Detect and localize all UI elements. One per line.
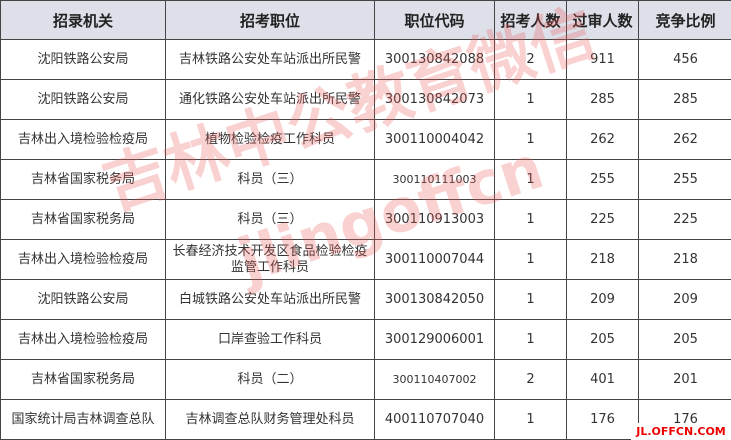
cell-position: 白城铁路公安处车站派出所民警 [165,279,375,320]
cell-quota: 1 [494,79,567,120]
cell-quota: 1 [494,159,567,200]
cell-agency: 国家统计局吉林调查总队 [0,399,166,440]
cell-position: 吉林调查总队财务管理处科员 [165,399,375,440]
cell-approved: 176 [566,399,639,440]
cell-code: 300130842050 [374,279,495,320]
cell-ratio: 255 [638,159,731,200]
cell-quota: 1 [494,239,567,280]
cell-agency: 沈阳铁路公安局 [0,79,166,120]
cell-approved: 218 [566,239,639,280]
cell-quota: 1 [494,399,567,440]
cell-quota: 1 [494,319,567,360]
cell-agency: 沈阳铁路公安局 [0,279,166,320]
cell-agency: 吉林省国家税务局 [0,199,166,240]
cell-position: 植物检验检疫工作科员 [165,119,375,160]
header-agency: 招录机关 [0,0,166,40]
header-row: 招录机关 招考职位 职位代码 招考人数 过审人数 竞争比例 [0,0,731,40]
cell-position: 口岸查验工作科员 [165,319,375,360]
cell-approved: 225 [566,199,639,240]
cell-ratio: 218 [638,239,731,280]
table-row: 沈阳铁路公安局 白城铁路公安处车站派出所民警 300130842050 1 209 209 [0,279,731,320]
header-position: 招考职位 [165,0,375,40]
header-quota: 招考人数 [494,0,567,40]
cell-agency: 吉林出入境检验检疫局 [0,239,166,280]
table-row: 国家统计局吉林调查总队 吉林调查总队财务管理处科员 400110707040 1 176… [0,399,731,440]
cell-agency: 吉林省国家税务局 [0,359,166,400]
table-row: 吉林省国家税务局 科员（二） 300110407002 2 401 201 [0,359,731,400]
cell-code: 400110707040 [374,399,495,440]
header-code: 职位代码 [374,0,495,40]
cell-code: 300110007044 [374,239,495,280]
cell-position: 科员（三） [165,159,375,200]
table-row: 吉林省国家税务局 科员（三） 300110913003 1 225 225 [0,199,731,240]
cell-approved: 209 [566,279,639,320]
cell-quota: 1 [494,119,567,160]
cell-quota: 1 [494,279,567,320]
cell-ratio: 262 [638,119,731,160]
cell-approved: 255 [566,159,639,200]
cell-ratio: 225 [638,199,731,240]
cell-code: 300130842073 [374,79,495,120]
cell-code: 300110407002 [374,359,495,400]
cell-ratio: 456 [638,39,731,80]
cell-agency: 沈阳铁路公安局 [0,39,166,80]
cell-quota: 1 [494,199,567,240]
cell-ratio: 205 [638,319,731,360]
cell-approved: 911 [566,39,639,80]
table-row: 吉林省国家税务局 科员（三） 300110111003 1 255 255 [0,159,731,200]
cell-quota: 2 [494,359,567,400]
cell-quota: 2 [494,39,567,80]
cell-agency: 吉林省国家税务局 [0,159,166,200]
cell-position: 科员（三） [165,199,375,240]
table-row: 沈阳铁路公安局 通化铁路公安处车站派出所民警 300130842073 1 285 285 [0,79,731,120]
table-row: 吉林出入境检验检疫局 口岸查验工作科员 300129006001 1 205 205 [0,319,731,360]
cell-code: 300110913003 [374,199,495,240]
header-approved: 过审人数 [566,0,639,40]
site-watermark: JL.OFFCN.COM [631,423,731,440]
table-row: 吉林出入境检验检疫局 长春经济技术开发区食品检验检疫监管工作科员 300110007… [0,239,731,280]
cell-ratio: 209 [638,279,731,320]
cell-agency: 吉林出入境检验检疫局 [0,119,166,160]
table-row: 吉林出入境检验检疫局 植物检验检疫工作科员 300110004042 1 262 262 [0,119,731,160]
cell-approved: 205 [566,319,639,360]
cell-ratio: 201 [638,359,731,400]
cell-approved: 285 [566,79,639,120]
table-row: 沈阳铁路公安局 吉林铁路公安处车站派出所民警 300130842088 2 911 456 [0,39,731,80]
cell-agency: 吉林出入境检验检疫局 [0,319,166,360]
cell-code: 300110111003 [374,159,495,200]
cell-code: 300130842088 [374,39,495,80]
cell-position: 吉林铁路公安处车站派出所民警 [165,39,375,80]
header-ratio: 竞争比例 [638,0,731,40]
cell-position: 通化铁路公安处车站派出所民警 [165,79,375,120]
cell-position: 科员（二） [165,359,375,400]
cell-code: 300129006001 [374,319,495,360]
cell-position: 长春经济技术开发区食品检验检疫监管工作科员 [165,239,375,280]
cell-approved: 262 [566,119,639,160]
cell-code: 300110004042 [374,119,495,160]
cell-ratio: 285 [638,79,731,120]
cell-approved: 401 [566,359,639,400]
